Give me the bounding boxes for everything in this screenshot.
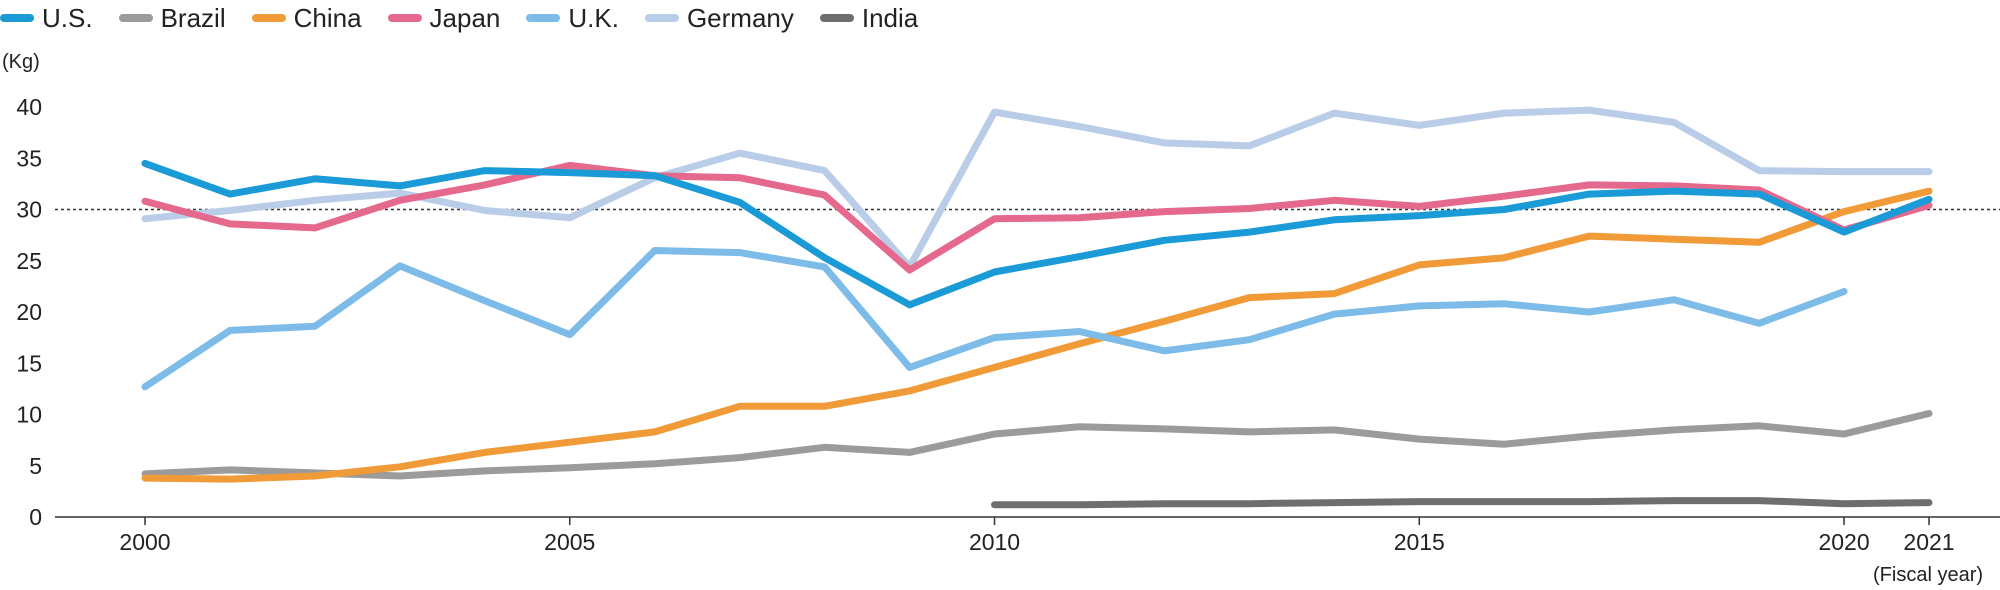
y-tick-label: 5: [29, 453, 42, 479]
series-line-germany: [141, 106, 1933, 271]
y-tick-label: 15: [16, 350, 42, 376]
x-tick-label: 2021: [1903, 529, 1954, 555]
x-tick-label: 2010: [969, 529, 1020, 555]
legend-item-brazil: Brazil: [118, 2, 226, 34]
y-tick-label: 40: [16, 94, 42, 120]
plot-area: 0 5 10 15 20 25 30 35 40 2000 2005 2010 2015 2020 2021: [16, 94, 2000, 555]
series-line-india: [991, 497, 1933, 509]
legend-swatch: [644, 14, 679, 22]
legend-label: Japan: [429, 2, 501, 33]
series-line-us: [141, 159, 1933, 309]
chart-legend: U.S. Brazil China Japan U.K. Germany India: [0, 0, 944, 36]
legend-label: U.K.: [568, 2, 619, 33]
legend-label: U.S.: [42, 2, 93, 33]
legend-label: India: [861, 2, 919, 33]
series-line-uk: [141, 247, 1848, 391]
x-tick-label: 2000: [119, 529, 170, 555]
legend-swatch: [387, 14, 422, 22]
y-tick-label: 30: [16, 197, 42, 223]
legend-swatch: [118, 14, 153, 22]
y-tick-label: 35: [16, 145, 42, 171]
series-line-china: [141, 187, 1933, 483]
legend-item-india: India: [819, 2, 919, 34]
legend-item-uk: U.K.: [526, 3, 619, 34]
legend-label: Germany: [686, 2, 794, 33]
series-line-brazil: [141, 410, 1933, 480]
x-axis-label: (Fiscal year): [1873, 564, 1983, 586]
legend-swatch: [526, 14, 561, 22]
legend-item-germany: Germany: [644, 2, 794, 34]
y-tick-label: 20: [16, 299, 42, 325]
legend-label: Brazil: [160, 2, 226, 33]
y-tick-label: 10: [16, 402, 42, 428]
x-tick-label: 2020: [1818, 529, 1869, 555]
legend-swatch: [819, 14, 854, 22]
legend-item-us: U.S.: [0, 3, 93, 34]
legend-swatch: [0, 14, 34, 22]
legend-label: China: [293, 2, 362, 33]
legend-item-china: China: [251, 2, 362, 34]
y-axis-label: (Kg): [2, 51, 40, 73]
y-tick-label: 0: [29, 504, 42, 530]
x-tick-label: 2015: [1394, 529, 1445, 555]
y-tick-label: 25: [16, 248, 42, 274]
x-tick-label: 2005: [544, 529, 595, 555]
series-line-japan: [141, 161, 1933, 274]
legend-item-japan: Japan: [387, 2, 501, 34]
legend-swatch: [251, 14, 286, 22]
